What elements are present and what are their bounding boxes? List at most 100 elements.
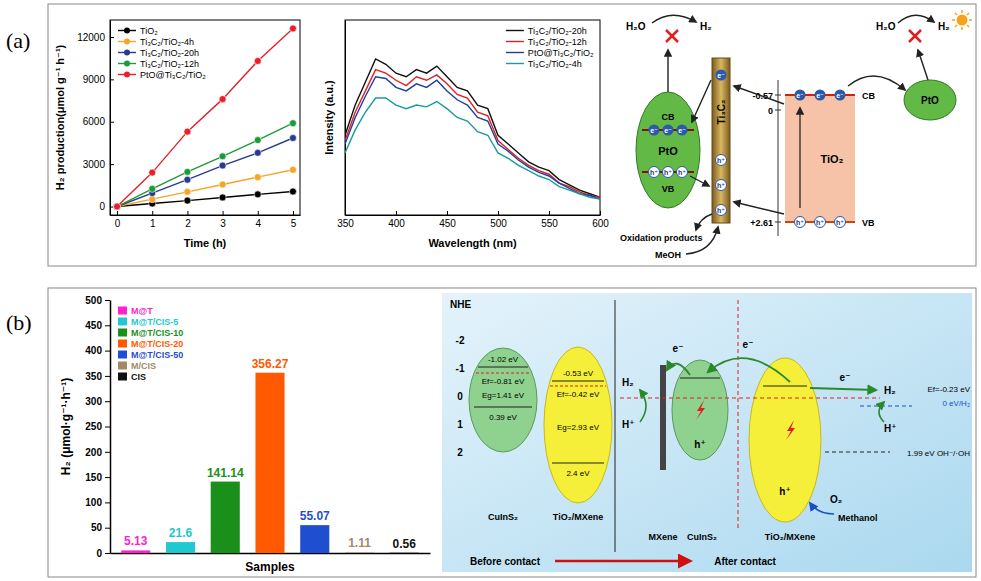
tick-label: 9000 [83, 74, 106, 85]
marker [184, 176, 191, 183]
species-label: H⁺ [622, 419, 635, 430]
diagram-background [442, 293, 972, 572]
hole-label: h⁺ [650, 169, 658, 176]
y-tick: 300 [85, 396, 110, 407]
legend-entry: Ti₃C₂/TiO₂-12h [506, 37, 587, 47]
x-tick: 550 [541, 211, 558, 229]
y-axis: 030006000900012000 [77, 21, 114, 216]
hole-label: h⁺ [717, 182, 725, 189]
potential-label: 0 [768, 106, 773, 116]
hole-label: h⁺ [664, 169, 672, 176]
light-icon [696, 400, 705, 420]
hole [795, 217, 806, 228]
tick-mark [447, 211, 448, 215]
caption: Before contact [470, 556, 541, 567]
pto-particle [904, 80, 956, 120]
arrow [734, 202, 784, 214]
legend-label: Ti₃C₂/TiO₂-12h [140, 59, 199, 69]
electron-label: e⁻ [840, 372, 851, 383]
hole-label: h⁺ [717, 157, 725, 164]
diagram-a: CBVBPtOe⁻e⁻e⁻h⁺h⁺h⁺H₂OH₂Ti₃C₂e⁻h⁺h⁺h⁺Oxi… [620, 10, 972, 260]
species-label: H₂O [626, 21, 646, 32]
tick-mark [105, 553, 110, 554]
tio2-mxene-particle [544, 347, 612, 503]
energy-label: Ef=-0.81 eV [482, 377, 525, 386]
legend-entry: M@T/CIS-10 [118, 328, 183, 338]
legend-label: Ti₃C₂/TiO₂-4h [528, 59, 582, 69]
tick-label: 12000 [77, 32, 105, 43]
legend: Ti₃C₂/TiO₂-20hTi₃C₂/TiO₂-12hPtO@Ti₃C₂/Ti… [506, 26, 594, 69]
potential-tick [775, 222, 781, 223]
marker [184, 168, 191, 175]
tick-mark [110, 164, 114, 165]
x-axis [111, 553, 431, 554]
electron-label: e⁻ [743, 339, 754, 350]
sun-ray [961, 27, 963, 30]
x-tick: 450 [439, 211, 456, 229]
legend-entry: PtO@Ti₃C₂/TiO₂ [118, 70, 206, 80]
tick-mark [105, 376, 110, 377]
species-label: O₂ [830, 494, 842, 505]
tick-mark [110, 122, 114, 123]
material-label: PtO [658, 145, 678, 157]
electron-label: e⁻ [673, 343, 684, 354]
panel-frame [48, 288, 976, 577]
legend-entry: TiO₂ [118, 26, 158, 36]
species-label: H₂O [876, 21, 896, 32]
band-edge [552, 380, 604, 381]
tick-label: -2 [456, 335, 465, 346]
plot-area [345, 59, 600, 199]
material-label: PtO [921, 95, 939, 106]
band-edge [552, 462, 604, 463]
electron [677, 125, 688, 136]
tick-label: 1 [150, 218, 156, 229]
axis-title: NHE [450, 299, 471, 310]
axis-title: Samples [245, 560, 295, 574]
tick-label: 100 [85, 497, 102, 508]
x-tick: 3 [220, 211, 226, 229]
light-icon [786, 420, 795, 440]
band-edge [474, 406, 532, 407]
marker [289, 188, 296, 195]
tick-mark [105, 351, 110, 352]
plot-area [114, 25, 297, 210]
legend-label: M@T [131, 306, 153, 316]
legend-swatch [506, 30, 524, 31]
legend-swatch [124, 50, 130, 56]
material-label: CuInS₂ [488, 512, 518, 522]
tick-label: 350 [337, 218, 354, 229]
marker [254, 137, 261, 144]
marker [254, 57, 261, 64]
data-label: 0.56 [393, 537, 417, 551]
axis-line [110, 21, 111, 216]
tick-label: 5 [291, 218, 297, 229]
tick-mark [293, 211, 294, 215]
bar [211, 482, 240, 553]
x-tick: 500 [490, 211, 507, 229]
electron-label: e⁻ [717, 72, 725, 79]
tio2-band [785, 95, 855, 222]
marker [219, 194, 226, 201]
tick-mark [152, 211, 153, 215]
sun-ray [961, 10, 963, 13]
tick-mark [105, 477, 110, 478]
hole [716, 205, 727, 216]
tick-mark [110, 37, 114, 38]
figure: (a)(b)012345030006000900012000Time (h)H₂… [0, 0, 981, 581]
band-edge [478, 366, 528, 367]
axis-line [346, 215, 601, 216]
species-label: Methanol [838, 513, 878, 523]
arrow [686, 227, 718, 254]
tick-mark [105, 528, 110, 529]
bar [121, 550, 150, 553]
marker [219, 153, 226, 160]
series-line [117, 170, 293, 207]
interface-line [738, 300, 739, 530]
legend: TiO₂Ti₃C₂/TiO₂-4hTi₃C₂/TiO₂-20hTi₃C₂/TiO… [118, 26, 206, 80]
bar [166, 542, 195, 553]
legend-label: Ti₃C₂/TiO₂-12h [528, 37, 587, 47]
marker [149, 169, 156, 176]
marker [149, 185, 156, 192]
sun-ray [955, 25, 957, 27]
tick-label: 0 [96, 548, 102, 559]
